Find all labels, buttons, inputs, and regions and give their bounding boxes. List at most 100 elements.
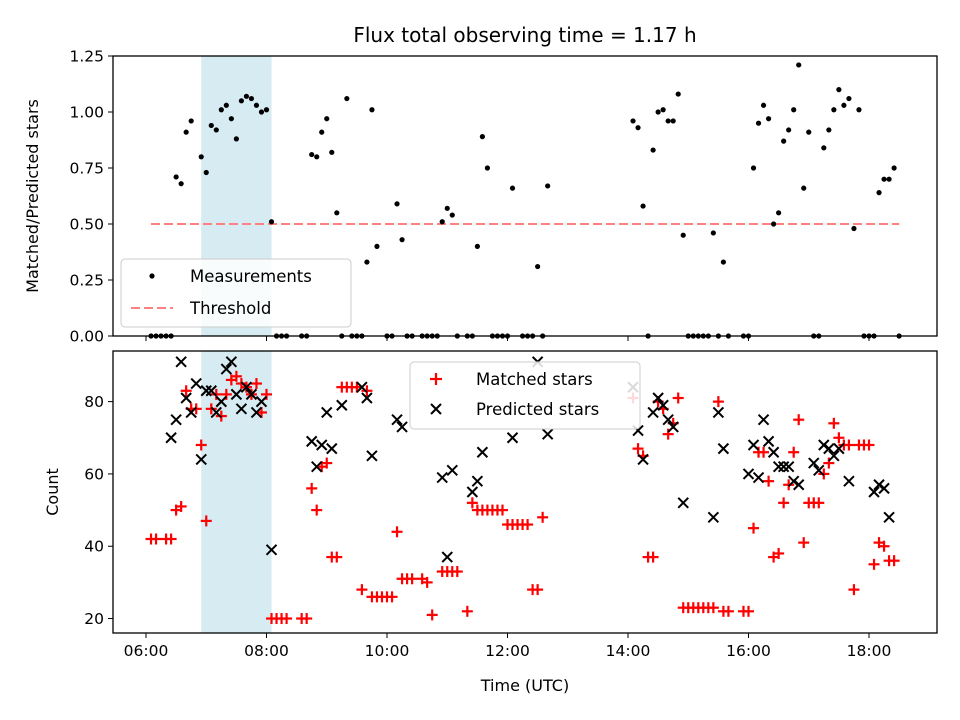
x-tick-label: 14:00 <box>606 642 651 660</box>
matched-star-point <box>522 519 534 531</box>
matched-star-point <box>672 392 684 404</box>
y-tick-label: 20 <box>84 610 104 628</box>
measurement-point <box>776 210 782 216</box>
predicted-star-point <box>235 403 248 415</box>
measurement-point <box>369 107 375 113</box>
measurement-point <box>374 243 380 249</box>
predicted-star-point <box>823 442 835 455</box>
matched-star-point <box>195 439 207 451</box>
predicted-star-point <box>878 482 890 495</box>
predicted-star-point <box>245 388 258 401</box>
chart-title: Flux total observing time = 1.17 h <box>353 23 696 47</box>
y-tick-label: 0.75 <box>69 160 104 178</box>
measurement-point <box>891 165 897 171</box>
measurement-point <box>750 165 757 171</box>
predicted-star-point <box>225 356 238 368</box>
measurement-point <box>826 127 832 133</box>
predicted-star-point <box>762 435 775 448</box>
measurement-point <box>228 116 234 122</box>
matched-star-point <box>331 551 343 563</box>
predicted-star-point <box>441 551 453 563</box>
predicted-star-point <box>195 453 207 466</box>
matched-star-point <box>778 497 790 509</box>
predicted-star-point <box>637 453 649 466</box>
predicted-star-point <box>220 363 233 375</box>
predicted-star-point <box>436 471 448 484</box>
matched-star-point <box>306 482 318 494</box>
matched-star-point <box>868 558 880 570</box>
predicted-star-point <box>305 435 318 448</box>
x-tick-label: 18:00 <box>847 642 892 660</box>
measurement-point <box>821 145 827 151</box>
matched-star-point <box>220 388 232 400</box>
predicted-star-point <box>476 446 489 458</box>
matched-star-point <box>532 584 544 596</box>
measurement-point <box>188 118 194 124</box>
measurement-point <box>791 107 797 113</box>
measurement-point <box>314 154 320 160</box>
predicted-star-point <box>808 457 820 469</box>
matched-star-point <box>888 555 900 567</box>
top-y-ticks: 0.00 0.25 0.50 0.75 1.00 1.25 <box>69 48 113 346</box>
predicted-star-point <box>662 413 674 426</box>
predicted-star-point <box>813 464 825 477</box>
legend-measurements-label: Measurements <box>190 267 312 286</box>
measurement-point <box>213 127 219 133</box>
y-tick-label: 0.00 <box>69 328 104 346</box>
predicted-star-point <box>471 475 484 487</box>
matched-star-point <box>200 515 212 527</box>
top-legend-box <box>120 258 352 328</box>
measurement-point <box>394 201 400 207</box>
measurement-point <box>881 176 887 182</box>
matched-star-point <box>180 385 192 397</box>
legend-matched-marker <box>430 373 442 385</box>
matched-star-point <box>406 573 418 585</box>
measurement-point <box>786 127 792 133</box>
predicted-star-point <box>742 468 755 480</box>
measurement-point <box>755 120 762 126</box>
measurement-point <box>173 174 179 180</box>
predicted-star-point <box>541 428 554 440</box>
measurement-point <box>851 225 857 232</box>
matched-star-point <box>843 439 855 451</box>
matched-star-point <box>647 551 659 563</box>
measurement-point <box>474 243 480 249</box>
matched-star-point <box>793 414 805 426</box>
measurement-point <box>765 116 772 122</box>
matched-star-point <box>878 540 890 552</box>
matched-star-point <box>823 457 835 469</box>
top-plot-frame <box>112 55 938 337</box>
measurement-point <box>344 95 350 102</box>
matched-star-point <box>758 446 770 458</box>
measurement-point <box>535 263 541 270</box>
measurement-point <box>444 205 450 211</box>
bottom-y-axis-label: Count <box>43 468 62 516</box>
measurement-point <box>479 134 485 140</box>
predicted-star-point <box>361 392 373 404</box>
measurement-point <box>781 138 787 144</box>
measurement-point <box>223 102 229 108</box>
matched-star-point <box>451 566 463 578</box>
matched-star-point <box>175 500 187 512</box>
matched-star-point <box>426 609 438 621</box>
matched-star-point <box>712 396 724 408</box>
predicted-star-point <box>883 511 895 524</box>
measurement-point <box>263 107 270 113</box>
measurement-point <box>399 237 405 243</box>
measurement-point <box>771 221 777 227</box>
measurement-point <box>886 176 892 182</box>
measurement-point <box>841 102 847 108</box>
predicted-star-point <box>757 413 770 426</box>
predicted-star-point <box>175 356 187 368</box>
measurement-point <box>650 147 656 153</box>
measurement-point <box>183 129 189 135</box>
measurement-point <box>364 259 370 265</box>
bottom-plot-frame <box>112 350 938 634</box>
predicted-star-point <box>828 450 840 462</box>
matched-star-point <box>150 533 162 545</box>
measurement-point <box>268 219 275 225</box>
measurement-point <box>675 91 681 97</box>
x-tick-label: 06:00 <box>124 642 169 660</box>
measurement-point <box>509 185 516 191</box>
